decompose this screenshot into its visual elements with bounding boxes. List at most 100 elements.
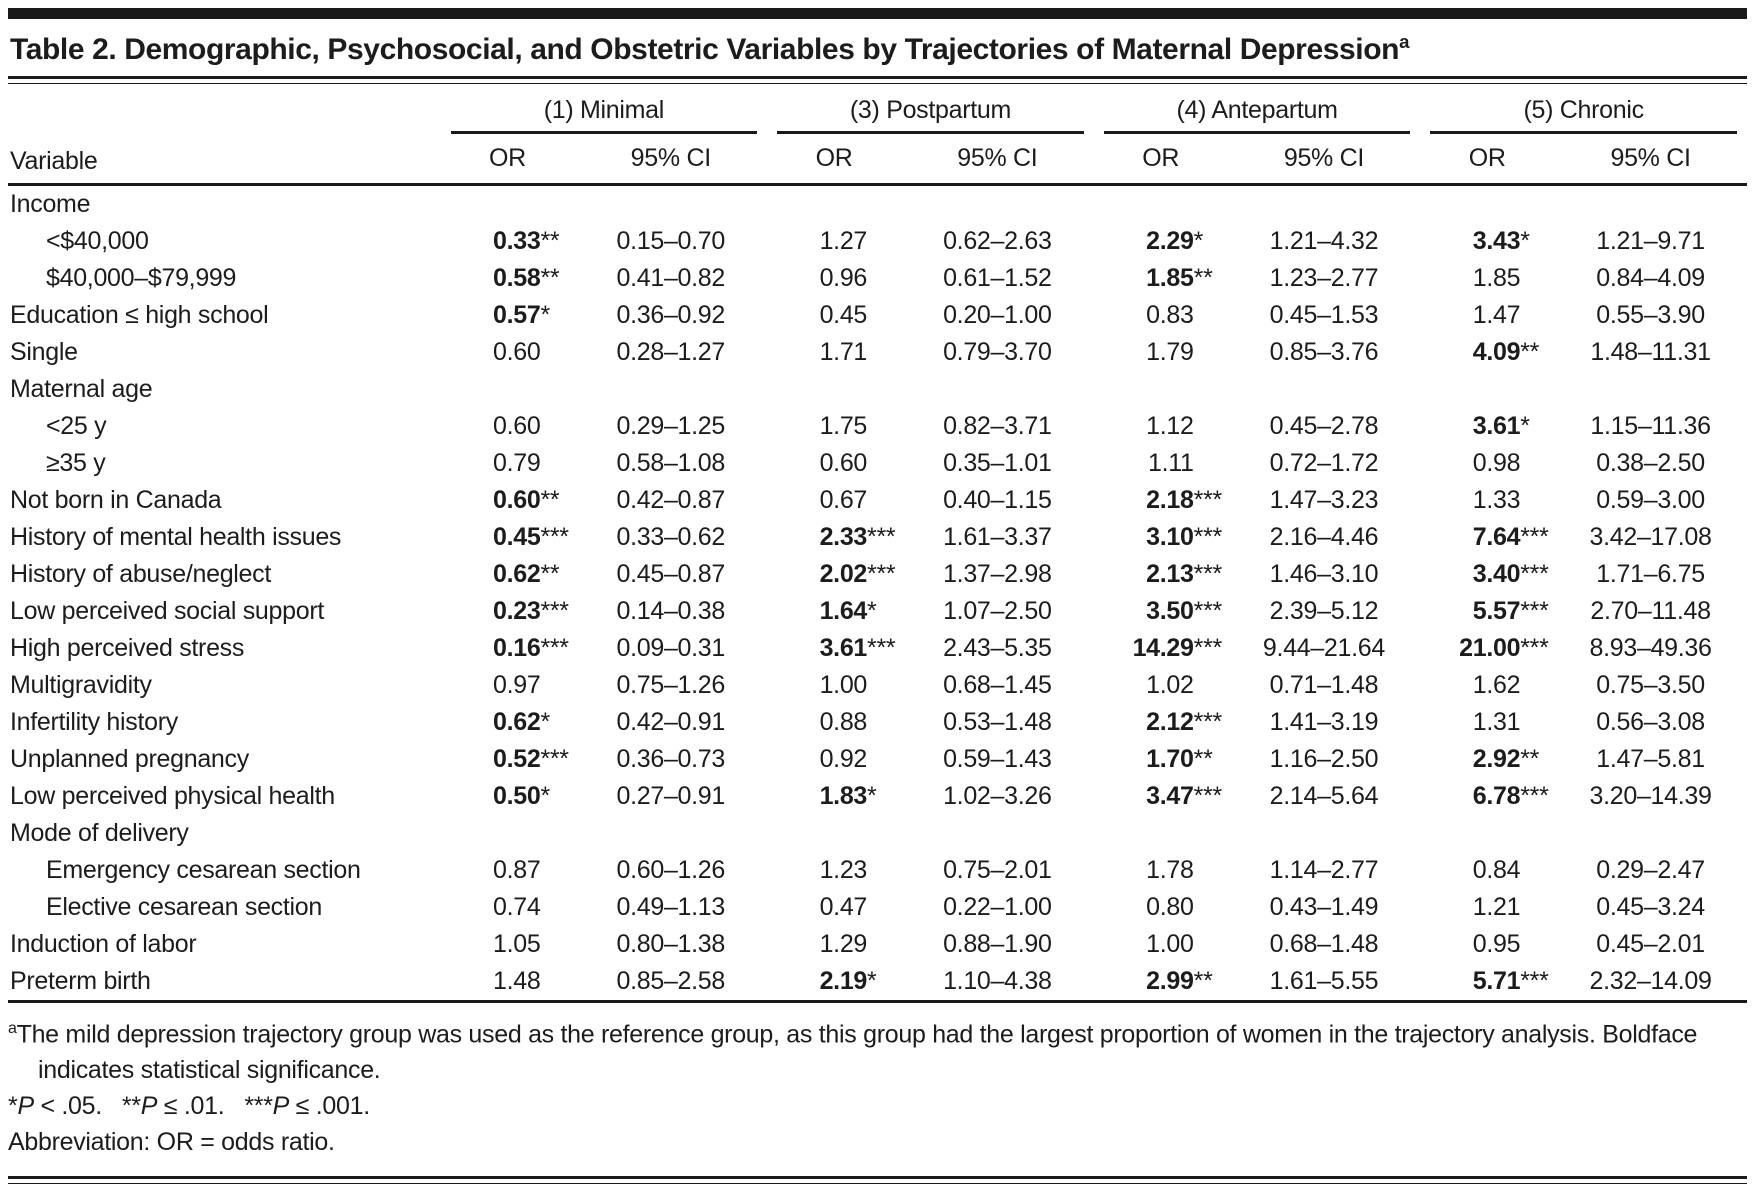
variable-cell: History of mental health issues <box>10 523 342 551</box>
ci-cell: 0.20–1.00 <box>943 301 1052 329</box>
table-title-superscript: a <box>1399 31 1410 52</box>
or-cell: 0.45 <box>819 301 868 329</box>
ci-cell: 0.42–0.91 <box>616 708 726 736</box>
ci-cell: 0.35–1.01 <box>943 449 1052 477</box>
or-cell: 2.33*** <box>819 523 896 551</box>
or-cell: 0.67 <box>819 486 868 514</box>
top-border-bar <box>8 8 1747 19</box>
ci-cell: 0.85–2.58 <box>574 963 768 1003</box>
variable-cell: Elective cesarean section <box>46 893 322 921</box>
or-cell: 0.57* <box>492 301 550 329</box>
or-cell: 1.02 <box>1146 671 1194 699</box>
table-row: Education ≤ high school 0.57* 0.36–0.92 0.4… <box>8 297 1747 334</box>
ci-cell <box>901 371 1094 408</box>
or-cell: 0.88 <box>819 708 868 736</box>
ci-cell: 0.85–3.76 <box>1269 338 1379 366</box>
ci-cell: 0.29–2.47 <box>1596 856 1705 884</box>
ci-cell: 0.45–0.87 <box>616 560 726 588</box>
ci-cell: 1.48–11.31 <box>1590 338 1711 366</box>
ci-cell: 0.80–1.38 <box>616 930 726 958</box>
variable-cell: High perceived stress <box>10 634 245 662</box>
or-cell: 3.47*** <box>1146 782 1222 810</box>
ci-cell: 0.15–0.70 <box>616 227 726 255</box>
ci-cell: 0.60–1.26 <box>616 856 726 884</box>
or-cell: 2.02*** <box>819 560 896 588</box>
or-cell: 1.05 <box>492 930 541 958</box>
or-cell: 0.33** <box>492 227 560 255</box>
or-cell <box>441 185 575 224</box>
ci-cell: 1.10–4.38 <box>900 963 1094 1003</box>
ci-cell <box>1228 185 1421 224</box>
or-cell: 1.47 <box>1472 301 1521 329</box>
ci-cell: 0.59–3.00 <box>1596 486 1705 514</box>
ci-cell: 0.40–1.15 <box>943 486 1052 514</box>
table-row: Low perceived physical health 0.50* 0.27–0… <box>8 778 1747 815</box>
group-header-spacer <box>8 88 441 134</box>
variable-cell: Mode of delivery <box>10 819 189 847</box>
ci-cell <box>574 371 767 408</box>
or-cell: 0.79 <box>492 449 541 477</box>
column-group-postpartum-label: (3) Postpartum <box>777 96 1084 134</box>
table-row: High perceived stress 0.16*** 0.09–0.31 3.6… <box>8 630 1747 667</box>
ci-cell <box>574 185 767 224</box>
ci-header-postpartum: 95% CI <box>900 134 1094 186</box>
or-cell: 0.60 <box>492 412 541 440</box>
variable-cell: Preterm birth <box>8 963 441 1003</box>
or-cell: 2.19* <box>767 963 901 1003</box>
variable-cell: Single <box>10 338 78 366</box>
or-cell: 7.64*** <box>1472 523 1549 551</box>
variable-cell: Low perceived social support <box>10 597 325 625</box>
or-cell: 1.11 <box>1148 449 1194 477</box>
ci-cell: 0.28–1.27 <box>616 338 726 366</box>
footnote-a-text: The mild depression trajectory group was… <box>16 1020 1698 1085</box>
ci-cell <box>901 185 1094 224</box>
table-title: Table 2. Demographic, Psychosocial, and … <box>10 31 1747 67</box>
or-cell: 6.78*** <box>1472 782 1549 810</box>
ci-cell <box>574 815 767 852</box>
ci-cell: 0.36–0.73 <box>616 745 726 773</box>
table-body: Income <$40,000 0.33** 0.15–0.70 1.27 0.62–2.… <box>8 185 1747 1003</box>
or-cell: 0.16*** <box>492 634 569 662</box>
ci-cell: 0.45–3.24 <box>1596 893 1705 921</box>
ci-cell: 0.75–3.50 <box>1596 671 1705 699</box>
ci-cell <box>1554 371 1747 408</box>
ci-cell: 0.61–1.52 <box>943 264 1052 292</box>
column-group-postpartum: (3) Postpartum <box>767 88 1094 134</box>
ci-cell: 0.62–2.63 <box>943 227 1052 255</box>
or-header-minimal: OR <box>440 134 575 186</box>
or-cell: 3.43* <box>1472 227 1530 255</box>
ci-cell: 0.33–0.62 <box>616 523 726 551</box>
table-row: History of abuse/neglect 0.62** 0.45–0.87 2… <box>8 556 1747 593</box>
or-header-antepartum: OR <box>1093 134 1228 186</box>
ci-cell: 3.20–14.39 <box>1589 782 1712 810</box>
ci-cell: 1.14–2.77 <box>1269 856 1379 884</box>
variable-cell: Maternal age <box>10 375 153 403</box>
ci-cell: 1.46–3.10 <box>1269 560 1379 588</box>
variable-cell: Unplanned pregnancy <box>10 745 249 773</box>
ci-cell <box>1554 185 1747 224</box>
or-cell: 0.83 <box>1146 301 1194 329</box>
ci-cell: 0.75–2.01 <box>943 856 1052 884</box>
or-cell: 4.09** <box>1472 338 1540 366</box>
or-cell: 1.75 <box>819 412 868 440</box>
or-cell: 3.10*** <box>1146 523 1222 551</box>
ci-cell: 0.43–1.49 <box>1269 893 1379 921</box>
ci-cell: 0.36–0.92 <box>616 301 726 329</box>
ci-header-antepartum: 95% CI <box>1227 134 1421 186</box>
or-cell <box>441 371 575 408</box>
or-cell: 0.47 <box>819 893 868 921</box>
ci-cell: 1.15–11.36 <box>1590 412 1711 440</box>
footnote-a-marker: a <box>8 1020 17 1037</box>
variable-cell: Infertility history <box>10 708 178 736</box>
ci-cell: 2.14–5.64 <box>1269 782 1379 810</box>
bottom-border-rule <box>8 1176 1747 1184</box>
footnote-a: aThe mild depression trajectory group wa… <box>8 1011 1747 1088</box>
ci-cell: 0.29–1.25 <box>616 412 726 440</box>
ci-cell: 0.55–3.90 <box>1596 301 1705 329</box>
or-cell: 1.85** <box>1146 264 1213 292</box>
or-cell: 3.50*** <box>1146 597 1222 625</box>
ci-cell: 0.45–2.01 <box>1596 930 1705 958</box>
column-group-chronic: (5) Chronic <box>1420 88 1747 134</box>
ci-cell: 9.44–21.64 <box>1262 634 1385 662</box>
